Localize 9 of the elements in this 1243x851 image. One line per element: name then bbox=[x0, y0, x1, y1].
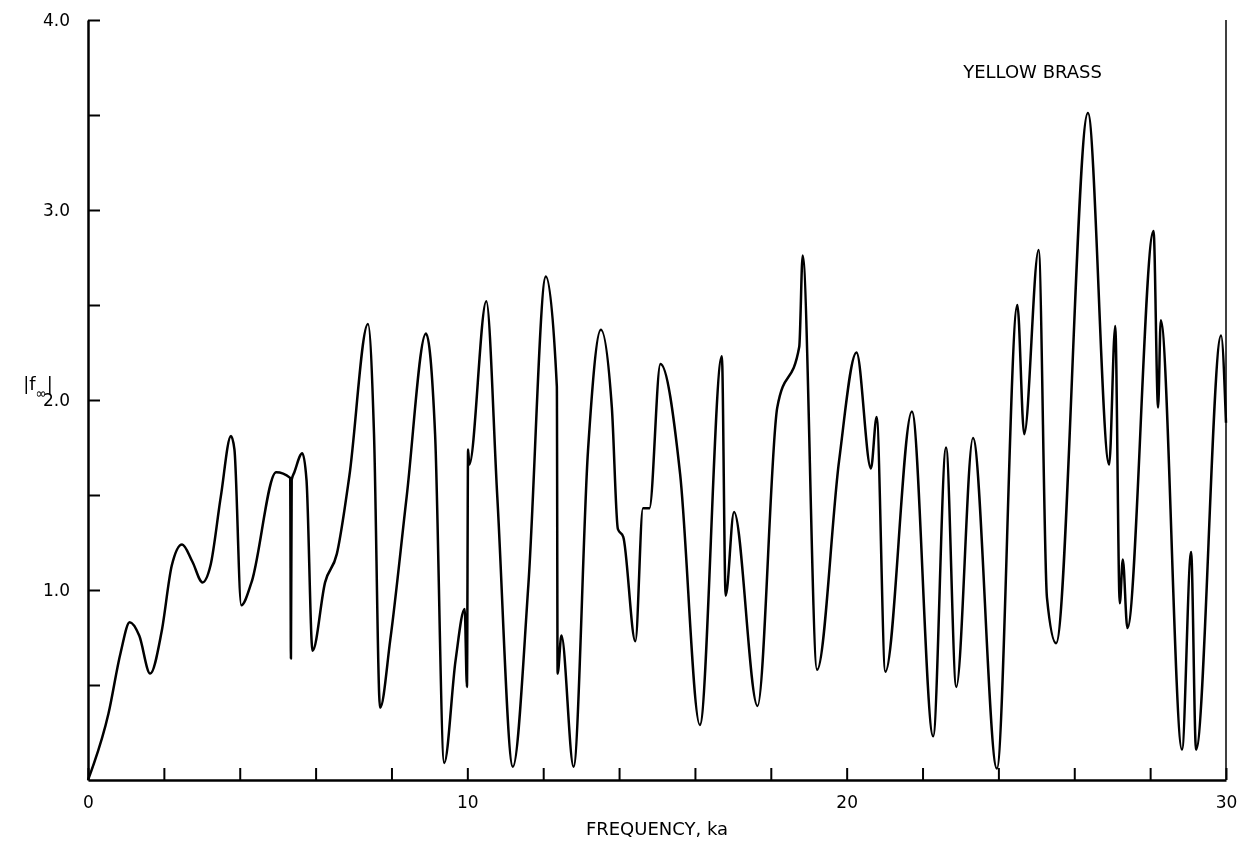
x-tick-label: 0 bbox=[83, 792, 94, 813]
x-tick-label: 20 bbox=[836, 792, 858, 813]
text: YELLOW BRASS bbox=[962, 61, 1102, 82]
y-tick-label: 1.0 bbox=[42, 579, 70, 600]
x-axis-title: FREQUENCY, ka bbox=[585, 818, 729, 839]
x-tick-label: 30 bbox=[1215, 792, 1238, 813]
y-tick-label: 3.0 bbox=[42, 199, 70, 220]
y-tick-label: 4.0 bbox=[42, 9, 70, 30]
x-tick-label: 10 bbox=[457, 792, 479, 813]
